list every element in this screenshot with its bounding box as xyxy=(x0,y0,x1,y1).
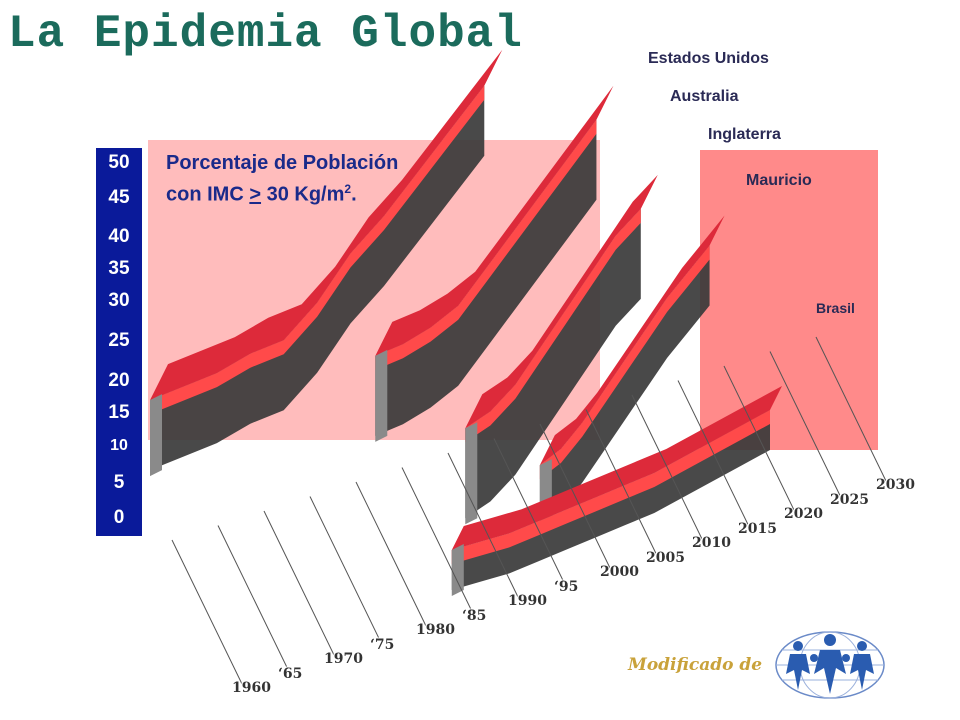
note-superscript: 2 xyxy=(344,182,352,196)
y-tick-label: 45 xyxy=(108,187,130,208)
x-tick-label: ‘75 xyxy=(370,636,395,653)
series-brasil xyxy=(451,385,782,596)
x-tick-label: ‘85 xyxy=(462,607,487,624)
series-side xyxy=(465,208,641,519)
series-front xyxy=(539,245,710,480)
x-tick-line xyxy=(171,539,243,685)
note-line1: Porcentaje de Población xyxy=(166,152,399,174)
x-tick-label: ‘95 xyxy=(554,578,579,595)
y-tick-label: 20 xyxy=(108,370,130,391)
x-tick-line xyxy=(631,394,703,540)
x-tick-label: 2005 xyxy=(646,549,685,566)
series-top xyxy=(539,215,725,466)
y-tick-label: 15 xyxy=(108,402,130,423)
series-label: Brasil xyxy=(816,300,855,316)
x-tick-label: 1990 xyxy=(508,593,547,609)
x-tick-line xyxy=(355,481,427,627)
x-tick-label: 2025 xyxy=(830,491,869,508)
y-tick-label: 5 xyxy=(113,472,125,493)
series-side xyxy=(539,245,710,526)
series-estados-unidos xyxy=(150,49,503,477)
y-tick-label: 0 xyxy=(113,507,125,528)
y-tick-label: 40 xyxy=(108,226,130,247)
x-tick-label: 2020 xyxy=(784,506,823,522)
series-front xyxy=(465,208,641,443)
x-tick-label: 1980 xyxy=(416,622,455,638)
series-top xyxy=(150,49,503,401)
x-tick-label: 2030 xyxy=(876,477,915,493)
x-tick-label: 1960 xyxy=(232,680,271,696)
y-axis-label: Porcentaje de Población con IMC > 30 Kg/… xyxy=(166,150,398,208)
series-inglaterra xyxy=(465,174,658,525)
x-tick-line xyxy=(493,438,565,583)
series-front xyxy=(451,409,770,564)
series-top xyxy=(451,385,782,550)
series-cap xyxy=(451,543,464,596)
note-unit: 30 Kg/m xyxy=(261,183,345,206)
page-title: La Epidemia Global xyxy=(8,8,523,60)
x-tick-line xyxy=(723,365,795,511)
x-tick-label: 1970 xyxy=(324,651,363,667)
series-label: Mauricio xyxy=(746,172,812,189)
y-tick-label: 50 xyxy=(108,152,130,173)
y-tick-label: 25 xyxy=(108,330,130,351)
x-tick-line xyxy=(539,423,611,569)
x-tick-line xyxy=(769,351,841,496)
series-top xyxy=(375,85,614,356)
backdrop-plane-right xyxy=(700,150,878,450)
x-tick-line xyxy=(309,496,381,641)
y-tick-label: 30 xyxy=(108,290,130,311)
x-tick-line xyxy=(401,467,473,612)
x-tick-line xyxy=(677,380,749,525)
x-tick-line xyxy=(263,510,335,656)
y-tick-label: 10 xyxy=(110,437,128,454)
organization-logo xyxy=(775,631,885,699)
series-label: Inglaterra xyxy=(708,126,781,143)
series-cap xyxy=(375,349,388,442)
x-tick-label: 2015 xyxy=(738,520,777,537)
credit-text: Modificado de xyxy=(628,655,763,675)
x-tick-line xyxy=(217,525,289,670)
series-top xyxy=(465,174,658,429)
note-line2: con IMC xyxy=(166,183,250,206)
series-cap xyxy=(150,394,162,477)
x-tick-label: ‘65 xyxy=(278,665,303,682)
note-ge-symbol: > xyxy=(249,183,262,206)
x-tick-line xyxy=(815,336,887,482)
x-tick-line xyxy=(585,409,657,554)
series-label: Australia xyxy=(670,88,739,105)
x-tick-line xyxy=(447,452,519,598)
y-axis-box xyxy=(96,148,142,536)
x-tick-label: 2010 xyxy=(692,535,731,551)
y-tick-label: 35 xyxy=(108,258,130,279)
note-end: . xyxy=(351,183,357,206)
series-label: Estados Unidos xyxy=(648,50,769,67)
series-australia xyxy=(375,85,614,442)
series-cap xyxy=(465,422,478,525)
x-tick-label: 2000 xyxy=(600,564,639,580)
